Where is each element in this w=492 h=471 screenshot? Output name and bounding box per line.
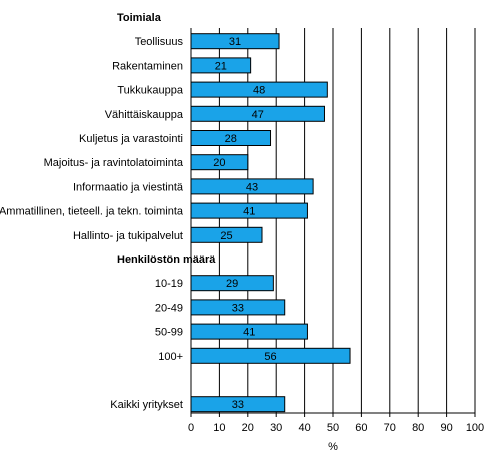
data-label: 56 xyxy=(264,351,276,363)
bar xyxy=(190,323,308,340)
x-tick-label: 100 xyxy=(466,422,484,434)
bar xyxy=(190,275,274,292)
bar xyxy=(190,154,249,171)
x-tick-label: 30 xyxy=(270,422,282,434)
category-label: 10-19 xyxy=(155,278,183,290)
category-label: Informaatio ja viestintä xyxy=(73,181,184,193)
category-label: Tukkukauppa xyxy=(117,85,184,97)
bar xyxy=(190,202,308,219)
data-label: 21 xyxy=(215,60,227,72)
category-label: Hallinto- ja tukipalvelut xyxy=(73,230,183,242)
category-label: Majoitus- ja ravintolatoiminta xyxy=(44,157,184,169)
bar xyxy=(190,299,286,316)
data-label: 28 xyxy=(225,133,237,145)
data-label: 33 xyxy=(232,399,244,411)
x-tick-label: 60 xyxy=(355,422,367,434)
category-label: Ammatillinen, tieteell. ja tekn. toimint… xyxy=(0,206,184,218)
bar xyxy=(190,57,252,74)
data-label: 48 xyxy=(253,85,265,97)
x-tick-label: 10 xyxy=(213,422,225,434)
x-tick-label: 80 xyxy=(412,422,424,434)
x-tick-label: 0 xyxy=(188,422,194,434)
group-heading: Toimiala xyxy=(117,12,162,24)
category-label: Rakentaminen xyxy=(112,60,183,72)
category-label: 100+ xyxy=(158,351,183,363)
bar xyxy=(190,33,280,50)
category-label: 20-49 xyxy=(155,302,183,314)
category-label: Kaikki yritykset xyxy=(110,399,183,411)
x-tick-label: 40 xyxy=(298,422,310,434)
bar xyxy=(190,105,325,122)
category-labels: Toimiala Teollisuus Rakentaminen Tukkukaupp… xyxy=(0,12,216,411)
data-label: 31 xyxy=(229,36,241,48)
data-label: 47 xyxy=(252,109,264,121)
bar xyxy=(190,178,314,195)
x-tick-label: 90 xyxy=(440,422,452,434)
bar xyxy=(190,130,272,146)
category-label: Teollisuus xyxy=(135,36,184,48)
x-axis: 0 10 20 30 40 50 60 70 80 90 100 xyxy=(188,412,484,434)
data-label: 29 xyxy=(226,278,238,290)
x-tick-label: 20 xyxy=(242,422,254,434)
data-label: 41 xyxy=(243,327,255,339)
x-tick-label: 50 xyxy=(327,422,339,434)
data-label: 33 xyxy=(232,302,244,314)
data-label: 41 xyxy=(243,206,255,218)
x-tick-label: 70 xyxy=(384,422,396,434)
category-label: Kuljetus ja varastointi xyxy=(79,133,183,145)
bar xyxy=(190,81,328,98)
group-heading: Henkilöstön määrä xyxy=(117,254,216,266)
x-axis-label: % xyxy=(328,441,338,453)
category-label: 50-99 xyxy=(155,327,183,339)
bar xyxy=(190,396,286,413)
data-label: 20 xyxy=(213,157,225,169)
bar xyxy=(190,347,351,364)
data-label: 43 xyxy=(246,181,258,193)
bar xyxy=(190,226,263,243)
category-label: Vähittäiskauppa xyxy=(105,109,184,121)
data-label: 25 xyxy=(220,230,232,242)
